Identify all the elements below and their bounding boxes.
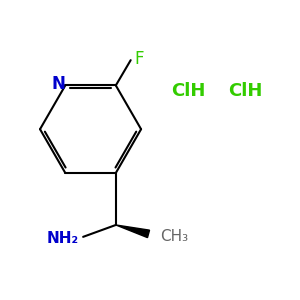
Text: N: N (52, 75, 66, 93)
Text: CH₃: CH₃ (160, 229, 188, 244)
Text: ClH: ClH (172, 82, 206, 100)
Text: ClH: ClH (228, 82, 262, 100)
Text: F: F (135, 50, 144, 68)
Text: NH₂: NH₂ (46, 231, 79, 246)
Polygon shape (116, 225, 149, 238)
